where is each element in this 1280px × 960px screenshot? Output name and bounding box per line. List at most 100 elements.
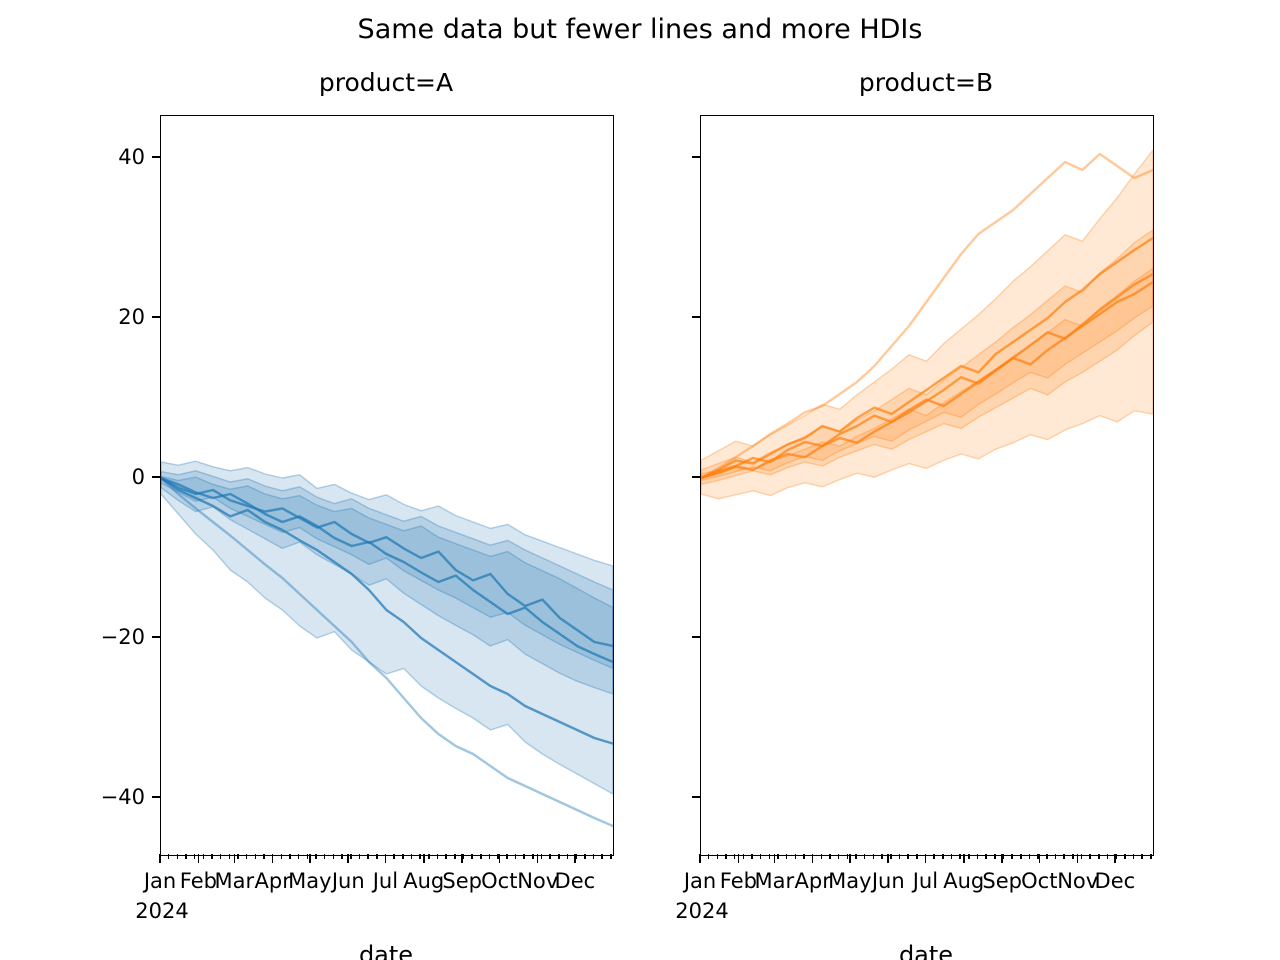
x-tick-label-month: Jul	[372, 869, 399, 893]
x-minor-tick	[872, 854, 875, 859]
y-tick	[692, 476, 700, 478]
x-tick-label-month: Jun	[871, 869, 905, 893]
subplot-title-product-a: product=A	[318, 68, 454, 97]
x-minor-tick	[306, 854, 309, 859]
x-major-tick	[962, 854, 965, 863]
x-minor-tick	[803, 854, 805, 859]
x-minor-tick	[733, 854, 736, 859]
x-minor-tick	[707, 854, 710, 859]
x-tick-label-month: Feb	[179, 869, 217, 893]
sample-line-sample-1	[161, 476, 613, 648]
x-minor-tick	[219, 854, 222, 859]
x-tick-label-month: Mar	[754, 869, 795, 893]
x-minor-tick	[941, 854, 944, 859]
y-tick	[152, 796, 160, 798]
x-minor-tick	[1123, 854, 1126, 859]
x-minor-tick	[280, 854, 283, 859]
y-tick	[152, 156, 160, 158]
band-hdi-wide	[701, 149, 1153, 500]
y-tick	[692, 156, 700, 158]
x-minor-tick	[185, 854, 187, 859]
x-minor-tick	[575, 854, 577, 859]
x-minor-tick	[889, 854, 892, 859]
light-sample-line	[701, 152, 1153, 480]
x-minor-tick	[863, 854, 866, 859]
x-major-tick	[924, 854, 927, 863]
x-minor-tick	[245, 854, 248, 859]
y-tick	[152, 636, 160, 638]
x-minor-tick	[297, 854, 300, 859]
x-tick-label-month: Nov	[1057, 869, 1099, 893]
x-minor-tick	[846, 854, 849, 859]
x-major-tick	[498, 854, 501, 863]
x-tick-label-month: May	[288, 869, 332, 893]
sample-line-sample-2	[161, 476, 613, 664]
y-tick	[692, 636, 700, 638]
x-minor-tick	[436, 854, 439, 859]
x-minor-tick	[523, 854, 525, 859]
x-tick-label-year: 2024	[675, 899, 729, 923]
y-tick	[692, 316, 700, 318]
x-minor-tick	[794, 854, 797, 859]
x-major-tick	[1114, 854, 1116, 863]
x-minor-tick	[1028, 854, 1031, 859]
x-minor-tick	[479, 854, 482, 859]
x-minor-tick	[1045, 854, 1048, 859]
x-tick-label-month: Sep	[442, 869, 482, 893]
x-minor-tick	[601, 854, 603, 859]
x-tick-label-month: Oct	[1021, 869, 1058, 893]
plot-area-product-b	[700, 115, 1154, 856]
x-minor-tick	[375, 854, 378, 859]
x-minor-tick	[167, 854, 170, 859]
x-minor-tick	[471, 854, 473, 859]
x-major-tick	[773, 854, 776, 863]
subplot-title-product-b: product=B	[858, 68, 994, 97]
x-axis-label-a: date	[358, 941, 414, 960]
x-minor-tick	[907, 854, 909, 859]
x-major-tick	[347, 854, 350, 863]
x-tick-label-month: Dec	[554, 869, 596, 893]
x-minor-tick	[985, 854, 987, 859]
x-major-tick	[536, 854, 539, 863]
x-minor-tick	[855, 854, 857, 859]
x-major-tick	[811, 854, 814, 863]
x-minor-tick	[445, 854, 447, 859]
x-minor-tick	[1054, 854, 1057, 859]
x-minor-tick	[751, 854, 753, 859]
x-minor-tick	[566, 854, 569, 859]
x-tick-label-month: May	[828, 869, 872, 893]
y-tick-label: −20	[100, 625, 145, 649]
x-minor-tick	[1149, 854, 1152, 859]
x-major-tick	[1001, 854, 1003, 863]
x-minor-tick	[193, 854, 196, 859]
x-major-tick	[1076, 854, 1079, 863]
x-minor-tick	[289, 854, 291, 859]
x-minor-tick	[427, 854, 430, 859]
x-minor-tick	[583, 854, 586, 859]
x-minor-tick	[315, 854, 317, 859]
x-major-tick	[737, 854, 740, 863]
y-tick-label: 0	[131, 465, 145, 489]
x-major-tick	[887, 854, 890, 863]
y-tick	[152, 316, 160, 318]
x-minor-tick	[263, 854, 265, 859]
x-minor-tick	[1071, 854, 1074, 859]
x-minor-tick	[592, 854, 595, 859]
x-minor-tick	[531, 854, 534, 859]
x-minor-tick	[898, 854, 901, 859]
x-minor-tick	[557, 854, 560, 859]
x-tick-label-month: Mar	[214, 869, 255, 893]
x-minor-tick	[349, 854, 352, 859]
x-major-tick	[309, 854, 311, 863]
x-minor-tick	[237, 854, 239, 859]
x-tick-label-month: Dec	[1094, 869, 1136, 893]
x-minor-tick	[453, 854, 456, 859]
x-minor-tick	[393, 854, 395, 859]
x-minor-tick	[323, 854, 326, 859]
band-hdi-narrow	[161, 475, 613, 670]
x-minor-tick	[742, 854, 745, 859]
x-minor-tick	[1019, 854, 1022, 859]
y-tick	[152, 476, 160, 478]
x-minor-tick	[1037, 854, 1039, 859]
